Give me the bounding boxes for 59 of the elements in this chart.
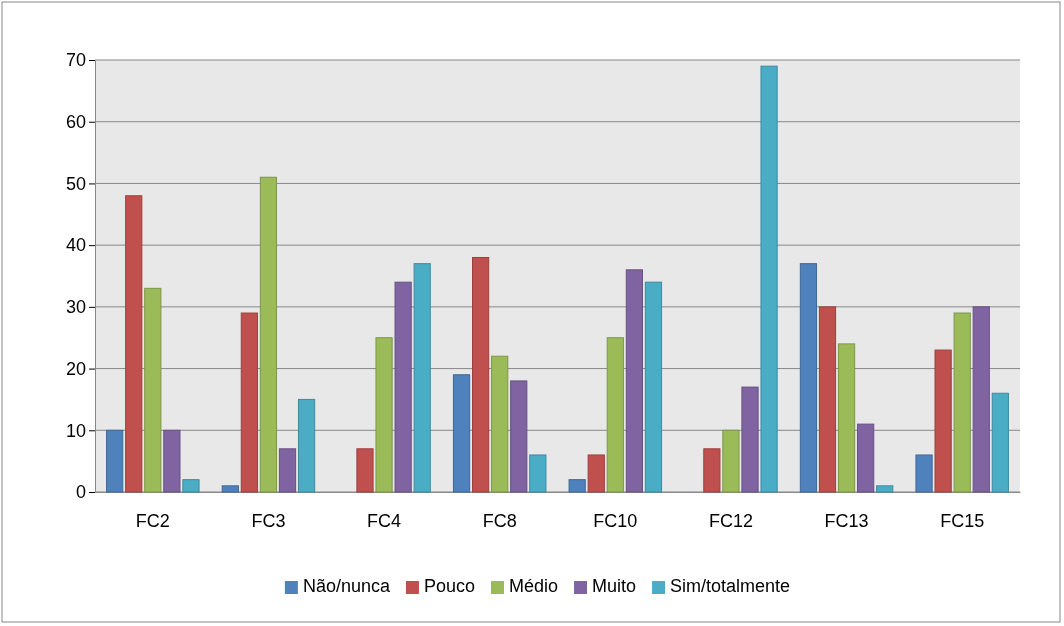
x-tick-label: FC2 xyxy=(135,510,170,531)
legend-label: Não/nunca xyxy=(302,576,391,596)
bar xyxy=(799,263,818,493)
bar xyxy=(394,281,412,493)
bar xyxy=(991,392,1009,493)
bar xyxy=(703,448,721,493)
legend-label: Médio xyxy=(509,576,559,596)
bar xyxy=(491,355,509,493)
x-tick-label: FC13 xyxy=(824,510,869,531)
bar xyxy=(568,479,586,493)
bar xyxy=(375,337,393,493)
bar xyxy=(915,454,933,493)
bar xyxy=(818,306,837,493)
bar xyxy=(144,287,162,493)
bar xyxy=(837,343,856,493)
legend-label: Sim/totalmente xyxy=(670,576,791,596)
y-tick-label: 70 xyxy=(65,50,86,71)
bar xyxy=(125,195,143,493)
y-tick-label: 50 xyxy=(65,173,86,194)
bar xyxy=(240,312,258,493)
bar xyxy=(625,269,643,493)
bar xyxy=(857,423,875,493)
bar xyxy=(356,448,374,493)
y-tick-label: 10 xyxy=(65,420,86,441)
bar xyxy=(297,398,316,493)
x-tick-label: FC3 xyxy=(251,510,286,531)
bar xyxy=(472,256,490,493)
bar xyxy=(259,176,278,493)
y-tick-label: 0 xyxy=(75,482,86,503)
bar xyxy=(722,429,740,493)
bar xyxy=(163,429,181,493)
y-tick-label: 20 xyxy=(65,358,86,379)
x-tick-label: FC4 xyxy=(367,510,402,531)
y-tick-label: 60 xyxy=(65,111,86,132)
bar xyxy=(106,429,124,493)
bar xyxy=(452,374,471,493)
legend-label: Muito xyxy=(592,576,637,596)
bar xyxy=(741,386,759,493)
bar xyxy=(876,485,894,493)
bar xyxy=(413,263,431,493)
y-tick-label: 40 xyxy=(65,235,86,256)
x-tick-label: FC15 xyxy=(940,510,985,531)
bar xyxy=(587,454,605,493)
bar xyxy=(644,281,663,493)
bar xyxy=(972,306,990,493)
bar xyxy=(934,349,952,493)
legend-label: Pouco xyxy=(423,576,476,596)
bar xyxy=(278,448,297,493)
x-tick-label: FC12 xyxy=(708,510,753,531)
bar xyxy=(760,65,778,493)
x-tick-label: FC8 xyxy=(482,510,517,531)
bar xyxy=(510,380,528,493)
bar xyxy=(221,485,239,493)
bar xyxy=(182,479,200,493)
bar xyxy=(606,337,624,493)
bar xyxy=(953,312,971,493)
bar xyxy=(529,454,547,493)
x-tick-label: FC10 xyxy=(593,510,638,531)
y-tick-label: 30 xyxy=(65,297,86,318)
